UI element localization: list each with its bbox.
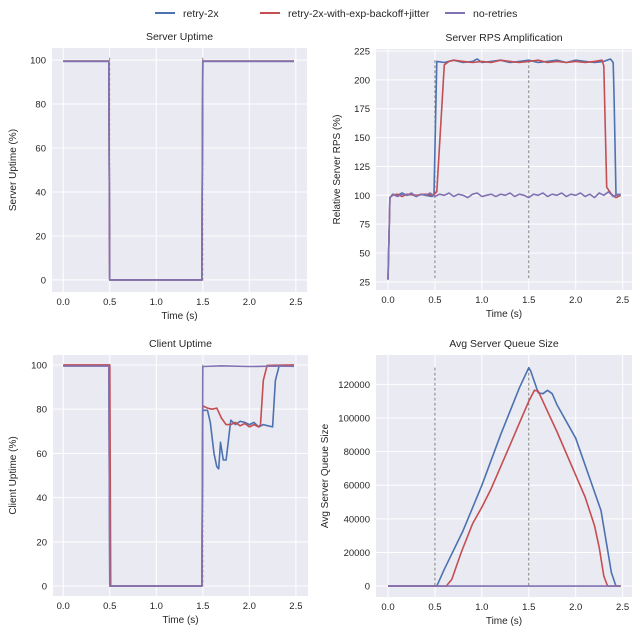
x-tick-label: 1.0 [150, 601, 163, 612]
y-tick-label: 100 [31, 360, 47, 371]
y-tick-label: 20 [35, 231, 46, 242]
legend-label: retry-2x-with-exp-backoff+jitter [288, 8, 430, 20]
x-tick-label: 2.0 [569, 602, 582, 613]
series-line-no-retries [387, 191, 621, 280]
y-tick-label: 0 [365, 582, 370, 593]
x-tick-label: 0.0 [57, 601, 70, 612]
plot-area [53, 355, 308, 596]
y-tick-label: 175 [354, 104, 370, 115]
y-tick-label: 40 [35, 187, 46, 198]
x-tick-label: 2.5 [289, 297, 302, 308]
y-tick-label: 80000 [344, 447, 370, 458]
x-tick-label: 1.5 [522, 295, 535, 306]
y-tick-label: 100 [354, 191, 370, 202]
y-axis-label: Client Uptime (%) [8, 436, 19, 514]
subplot-avg-server-queue-size: 0.0 0.5 1.0 1.5 2.0 2.5 0 20000 40000 60000 80000 1… [320, 338, 632, 627]
x-tick-label: 2.0 [243, 297, 256, 308]
y-tick-label: 60 [35, 144, 46, 155]
subplot-client-uptime: 0.0 0.5 1.0 1.5 2.0 2.5 0 20 40 60 80 100 Client Upt… [8, 338, 308, 626]
legend-label: retry-2x [183, 8, 219, 20]
plot-area [376, 49, 632, 290]
y-tick-label: 40 [36, 493, 47, 504]
y-tick-label: 0 [42, 582, 47, 593]
x-tick-label: 0.5 [103, 297, 116, 308]
x-tick-label: 0.0 [57, 297, 70, 308]
y-tick-label: 75 [359, 220, 370, 231]
x-tick-label: 0.0 [381, 295, 394, 306]
y-axis-label: Relative Server RPS (%) [332, 114, 343, 224]
x-tick-label: 1.0 [475, 602, 488, 613]
x-axis-label: Time (s) [486, 309, 522, 320]
x-tick-label: 1.5 [522, 602, 535, 613]
x-tick-label: 2.0 [569, 295, 582, 306]
y-tick-label: 20000 [344, 548, 370, 559]
series-line-no-retries [63, 365, 295, 587]
series-line-retry-2x-with-exp-backoff-jitter [388, 389, 621, 587]
legend-entry: retry-2x-with-exp-backoff+jitter [260, 8, 430, 20]
y-tick-label: 60 [36, 449, 47, 460]
y-tick-label: 40000 [344, 514, 370, 525]
y-tick-label: 225 [354, 46, 370, 57]
y-tick-label: 25 [359, 277, 370, 288]
y-tick-label: 20 [36, 537, 47, 548]
y-tick-label: 120000 [338, 380, 370, 391]
y-tick-label: 200 [354, 75, 370, 86]
x-axis-label: Time (s) [161, 311, 197, 322]
y-tick-label: 100 [30, 56, 46, 67]
subplot-title: Avg Server Queue Size [449, 338, 559, 350]
y-tick-label: 80 [36, 405, 47, 416]
legend: retry-2x retry-2x-with-exp-backoff+jitter… [155, 8, 517, 20]
series-line-retry-2x-with-exp-backoff-jitter [387, 59, 622, 280]
y-tick-label: 125 [354, 162, 370, 173]
legend-entry: retry-2x [155, 8, 219, 20]
y-tick-label: 150 [354, 133, 370, 144]
subplot-server-uptime: 0.0 0.5 1.0 1.5 2.0 2.5 0 20 40 60 80 100 Server Upt… [8, 31, 307, 322]
x-tick-label: 1.5 [196, 297, 209, 308]
subplot-server-rps-amplification: 0.0 0.5 1.0 1.5 2.0 2.5 25 50 75 100 125 150 175 200 2… [332, 32, 632, 320]
subplot-title: Server Uptime [146, 31, 213, 43]
plot-area [52, 48, 307, 292]
y-tick-label: 60000 [344, 481, 370, 492]
y-tick-label: 0 [41, 275, 46, 286]
subplot-title: Client Uptime [149, 338, 212, 350]
legend-label: no-retries [473, 8, 517, 20]
plot-area [376, 355, 632, 597]
x-tick-label: 0.5 [428, 295, 441, 306]
y-axis-label: Server Uptime (%) [8, 129, 19, 211]
series-line-retry-2x [388, 366, 621, 587]
subplot-title: Server RPS Amplification [445, 32, 562, 44]
y-tick-label: 80 [35, 100, 46, 111]
x-tick-label: 0.0 [381, 602, 394, 613]
x-tick-label: 2.5 [289, 601, 302, 612]
x-tick-label: 2.0 [243, 601, 256, 612]
x-tick-label: 1.0 [150, 297, 163, 308]
x-tick-label: 0.5 [103, 601, 116, 612]
series-line-no-retries [63, 60, 294, 281]
y-tick-label: 50 [359, 249, 370, 260]
x-tick-label: 1.5 [196, 601, 209, 612]
x-tick-label: 2.5 [616, 295, 629, 306]
x-axis-label: Time (s) [486, 616, 522, 627]
series-line-retry-2x [63, 365, 294, 587]
legend-entry: no-retries [445, 8, 517, 20]
y-tick-label: 100000 [338, 414, 370, 425]
x-tick-label: 0.5 [428, 602, 441, 613]
y-axis-label: Avg Server Queue Size [320, 423, 331, 528]
x-axis-label: Time (s) [162, 615, 198, 626]
x-tick-label: 2.5 [616, 602, 629, 613]
x-tick-label: 1.0 [475, 295, 488, 306]
